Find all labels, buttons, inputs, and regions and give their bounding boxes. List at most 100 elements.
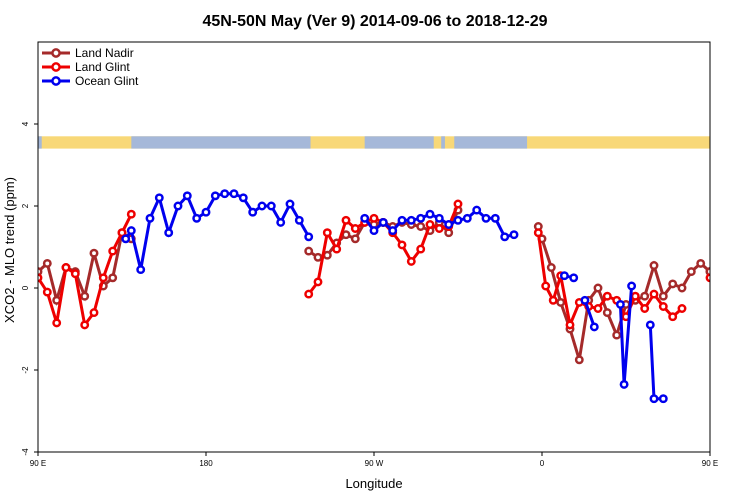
band-ocean [364,136,434,149]
data-point [533,228,543,238]
data-point [716,285,722,291]
data-point [360,213,370,223]
data-point [406,256,416,266]
data-point [649,394,659,404]
data-point [108,273,118,283]
band-ocean [454,136,528,149]
data-point [70,269,80,279]
data-point [658,394,668,404]
series-wrap-land-nadir [705,267,732,295]
data-point [453,199,463,209]
data-point [304,232,314,242]
band-ocean [441,136,445,149]
chart-title: 45N-50N May (Ver 9) 2014-09-06 to 2018-1… [202,13,547,30]
data-point [589,322,599,332]
series-layer [38,189,750,404]
data-point [627,281,637,291]
data-point [238,193,248,203]
x-axis: 90 E 180 90 W 0 90 E [30,452,718,468]
data-point [677,283,687,293]
y-tick-label: 4 [21,121,30,126]
land-ocean-band [38,136,710,149]
data-point [744,271,750,277]
legend-marker [51,62,61,72]
data-point [649,289,659,299]
data-point [313,277,323,287]
data-point [593,304,603,313]
y-tick-label: -4 [21,448,30,456]
data-point [716,289,722,295]
data-point [98,273,108,283]
data-point [548,295,558,305]
data-point [580,295,590,305]
data-point [397,240,407,250]
data-point [612,330,622,340]
data-point [108,246,118,256]
series-line [38,213,133,329]
data-point [266,201,276,211]
data-point [182,191,192,201]
data-point [425,209,435,219]
data-point [42,258,52,268]
data-point [619,379,629,389]
y-tick-label: 0 [21,285,30,290]
x-axis-label: Longitude [345,476,402,491]
data-point [574,355,584,365]
data-point [117,228,127,238]
data-point [173,201,183,211]
data-point [248,207,258,217]
series-line [648,324,664,401]
data-point [154,193,164,203]
data-point [388,226,398,236]
data-point [416,222,426,231]
data-point [472,205,482,215]
legend-item-land-glint: Land Glint [42,60,130,74]
data-point [378,217,388,227]
data-point [322,228,332,238]
plot-frame [37,41,711,453]
data-point [735,264,741,270]
data-point [304,289,314,299]
data-point [425,220,435,229]
y-tick-label: -2 [21,366,30,374]
data-point [416,213,426,223]
data-point [126,226,136,236]
data-point [481,213,491,223]
data-point [541,281,551,291]
data-point [668,312,678,322]
data-point [210,191,220,201]
x-tick-label: 90 E [30,459,46,468]
series-line [708,271,710,275]
data-point [38,273,43,283]
series-main-land-glint [38,199,687,331]
data-point [38,267,43,277]
data-point [201,207,211,217]
data-point [61,263,71,272]
data-point [257,201,267,211]
data-point [89,248,99,258]
data-point [565,320,575,330]
data-point [726,320,732,326]
data-point [322,250,332,260]
data-point [444,220,454,229]
data-point [556,297,566,307]
data-point [369,213,379,223]
legend-marker [51,76,61,86]
data-point [726,289,732,295]
data-point [602,291,612,301]
band-ocean [131,136,311,149]
legend-label: Land Nadir [75,46,134,60]
data-point [406,215,416,225]
x-tick-label: 0 [540,459,545,468]
data-point [313,252,323,262]
data-point [696,258,706,268]
data-point [136,265,146,275]
data-point [559,271,569,281]
data-point [434,213,444,223]
data-point [332,244,342,254]
data-point [649,261,659,270]
data-point [341,215,351,225]
data-point [276,217,286,227]
